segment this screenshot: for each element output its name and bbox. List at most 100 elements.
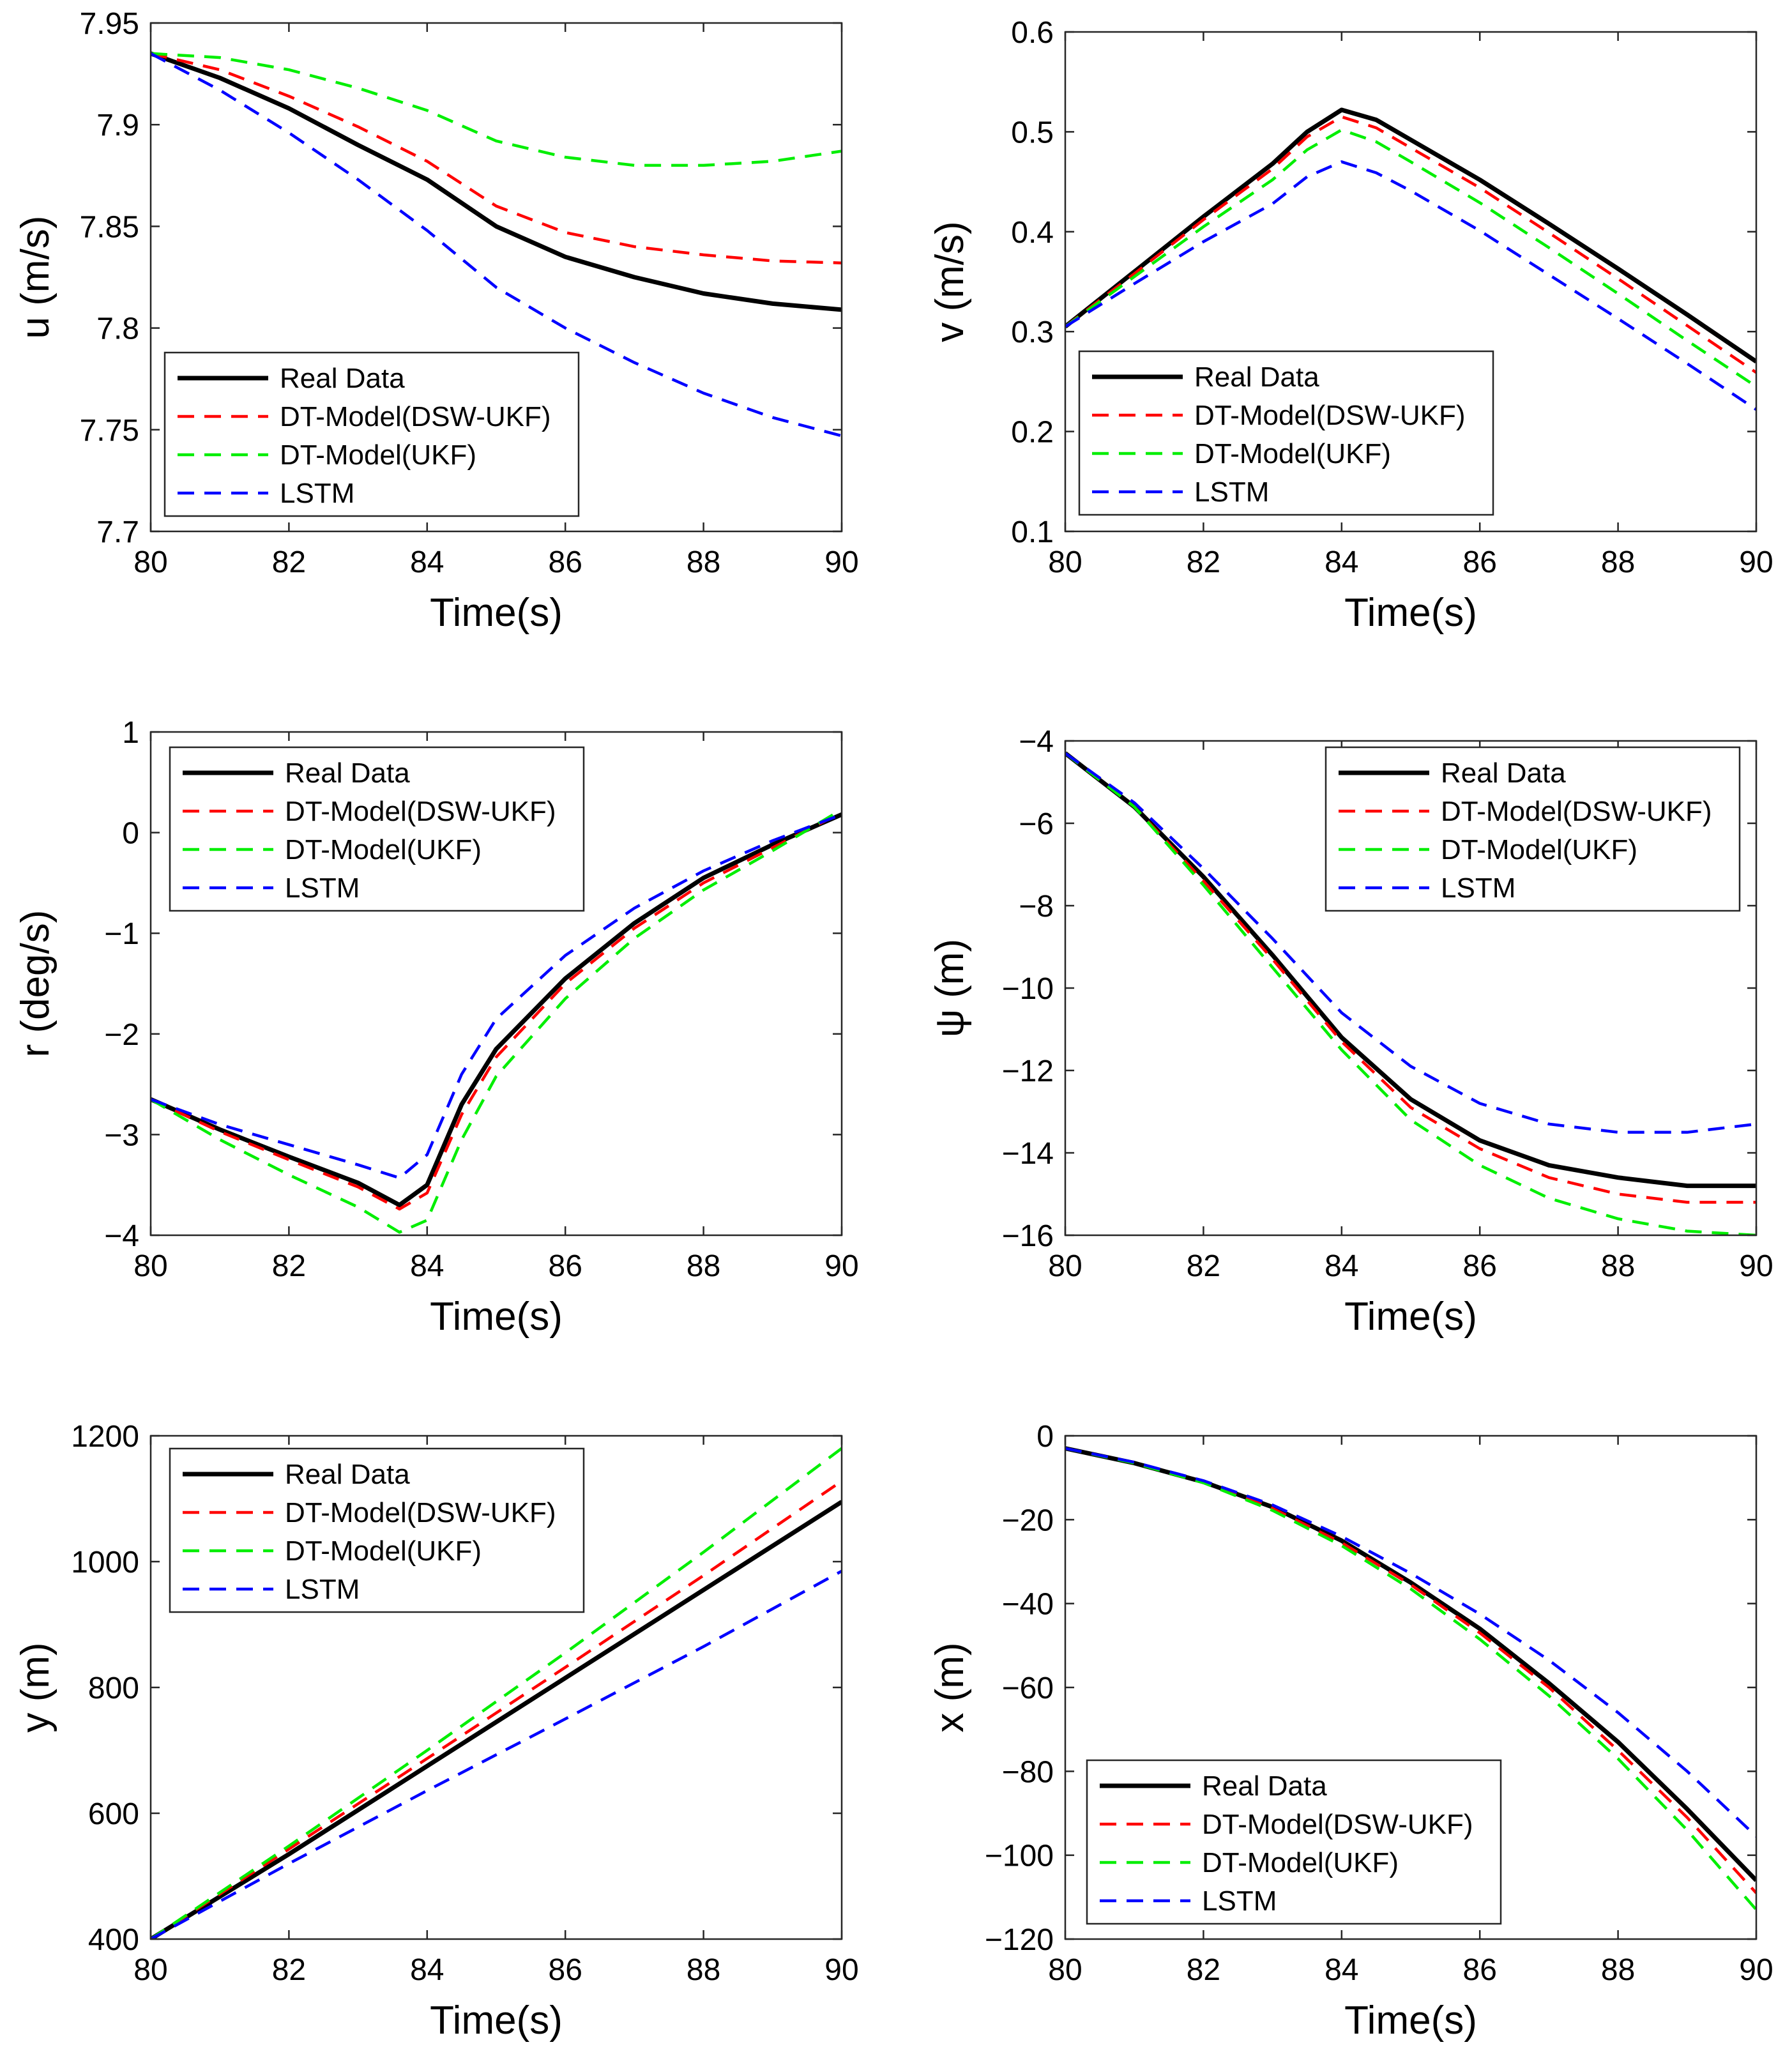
x-tick-label: 86	[1463, 1249, 1497, 1283]
y-axis-label: r (deg/s)	[13, 910, 57, 1058]
x-tick-label: 90	[824, 1953, 858, 1987]
y-tick-label: −100	[985, 1839, 1054, 1873]
x-axis-label: Time(s)	[430, 1998, 563, 2043]
y-tick-label: −60	[1002, 1671, 1054, 1705]
legend-x: Real Data DT-Model(DSW-UKF) DT-Model(UKF) L…	[1086, 1759, 1502, 1925]
plot-frame-v	[1064, 31, 1758, 533]
x-tick-label: 80	[133, 1953, 167, 1987]
legend-label: DT-Model(DSW-UKF)	[280, 401, 551, 432]
y-tick-label: 0.5	[1011, 116, 1054, 149]
y-tick-label: −40	[1002, 1588, 1054, 1622]
y-tick-label: 0	[1036, 1420, 1054, 1454]
y-tick-label: 7.75	[80, 414, 139, 448]
y-tick-label: 7.95	[80, 7, 139, 41]
x-tick-label: 88	[687, 545, 720, 579]
legend-label: Real Data	[285, 757, 410, 789]
series-line-v-3	[1065, 160, 1756, 411]
legend-label: LSTM	[285, 1574, 360, 1605]
chart-panel-psi: 80 82 84 86 88 90 −16 −14 −12 −10 −8 −6 −4 Time(s) ψ (…	[928, 725, 1773, 1339]
x-tick-label: 88	[1601, 545, 1635, 579]
series-line-psi-3	[1065, 752, 1756, 1134]
chart-panel-v: 80 82 84 86 88 90 0.1 0.2 0.3 0.4 0.5 0.6 Time(s) v (…	[928, 16, 1773, 635]
x-tick-label: 88	[687, 1249, 720, 1283]
x-tick-label: 90	[824, 545, 858, 579]
series-line-psi-1	[1065, 752, 1756, 1204]
x-tick-label: 90	[824, 1249, 858, 1283]
x-tick-label: 82	[1187, 1953, 1220, 1987]
y-tick-label: 1	[122, 716, 139, 750]
plot-frame-u	[149, 22, 843, 533]
y-tick-label: −16	[1002, 1219, 1054, 1253]
x-tick-label: 86	[1463, 1953, 1497, 1987]
legend-label: Real Data	[285, 1459, 410, 1490]
x-tick-label: 84	[1325, 1249, 1358, 1283]
legend-label: DT-Model(DSW-UKF)	[1202, 1809, 1473, 1840]
y-axis-label: v (m/s)	[928, 221, 972, 342]
x-tick-label: 86	[1463, 545, 1497, 579]
series-line-u-0	[151, 51, 842, 312]
y-tick-label: 0.3	[1011, 316, 1054, 349]
x-tick-label: 84	[1325, 1953, 1358, 1987]
series-line-r-2	[151, 808, 842, 1234]
x-axis-label: Time(s)	[430, 591, 563, 635]
y-tick-label: 400	[88, 1923, 139, 1957]
legend-label: DT-Model(UKF)	[280, 439, 476, 471]
series-line-psi-0	[1065, 751, 1756, 1189]
y-tick-label: −80	[1002, 1755, 1054, 1789]
series-line-r-3	[151, 813, 842, 1180]
legend-label: LSTM	[285, 872, 360, 904]
legend-label: DT-Model(UKF)	[1441, 834, 1637, 865]
x-tick-label: 86	[549, 545, 582, 579]
y-axis-label: ψ (m)	[928, 939, 972, 1037]
x-tick-label: 86	[549, 1953, 582, 1987]
y-tick-label: 7.9	[96, 109, 139, 142]
series-line-y-2	[151, 1447, 842, 1939]
legend-psi: Real Data DT-Model(DSW-UKF) DT-Model(UKF) L…	[1325, 746, 1741, 912]
x-tick-label: 88	[1601, 1953, 1635, 1987]
x-tick-label: 90	[1739, 1249, 1773, 1283]
y-tick-label: 7.85	[80, 210, 139, 244]
legend-label: LSTM	[1202, 1885, 1277, 1917]
series-line-v-0	[1065, 107, 1756, 363]
y-axis-label: u (m/s)	[13, 216, 57, 339]
series-line-x-2	[1065, 1447, 1756, 1911]
y-tick-label: −12	[1002, 1054, 1054, 1088]
legend-u: Real Data DT-Model(DSW-UKF) DT-Model(UKF) L…	[163, 351, 580, 517]
y-tick-label: −10	[1002, 972, 1054, 1006]
x-tick-label: 82	[1187, 1249, 1220, 1283]
x-tick-label: 84	[410, 1249, 444, 1283]
x-tick-label: 82	[272, 545, 306, 579]
x-tick-label: 80	[1048, 1953, 1082, 1987]
y-tick-label: 7.8	[96, 312, 139, 346]
x-axis-label: Time(s)	[1344, 1998, 1477, 2043]
series-line-x-3	[1065, 1447, 1756, 1838]
y-tick-label: −120	[985, 1923, 1054, 1957]
y-tick-label: 0.6	[1011, 16, 1054, 50]
legend-label: DT-Model(UKF)	[285, 1535, 482, 1567]
y-tick-label: 600	[88, 1797, 139, 1831]
x-tick-label: 88	[687, 1953, 720, 1987]
x-tick-label: 88	[1601, 1249, 1635, 1283]
legend-label: LSTM	[1194, 476, 1269, 508]
y-tick-label: −4	[1019, 725, 1054, 759]
y-axis-label: y (m)	[13, 1642, 57, 1732]
series-line-r-0	[151, 812, 842, 1208]
series-line-psi-2	[1065, 752, 1756, 1235]
series-line-u-2	[151, 52, 842, 167]
y-tick-label: −2	[104, 1018, 139, 1052]
x-tick-label: 80	[133, 1249, 167, 1283]
legend-v: Real Data DT-Model(DSW-UKF) DT-Model(UKF) L…	[1078, 350, 1494, 516]
y-tick-label: 0.2	[1011, 416, 1054, 450]
x-axis-label: Time(s)	[430, 1295, 563, 1339]
legend-r: Real Data DT-Model(DSW-UKF) DT-Model(UKF) L…	[169, 746, 585, 912]
x-tick-label: 84	[410, 1953, 444, 1987]
series-line-r-1	[151, 811, 842, 1211]
series-line-u-3	[151, 52, 842, 438]
series-line-u-1	[151, 52, 842, 264]
legend-label: DT-Model(UKF)	[285, 834, 482, 865]
series-line-v-2	[1065, 128, 1756, 388]
y-tick-label: 1000	[71, 1546, 139, 1580]
y-tick-label: 7.7	[96, 515, 139, 549]
y-tick-label: −1	[104, 917, 139, 951]
